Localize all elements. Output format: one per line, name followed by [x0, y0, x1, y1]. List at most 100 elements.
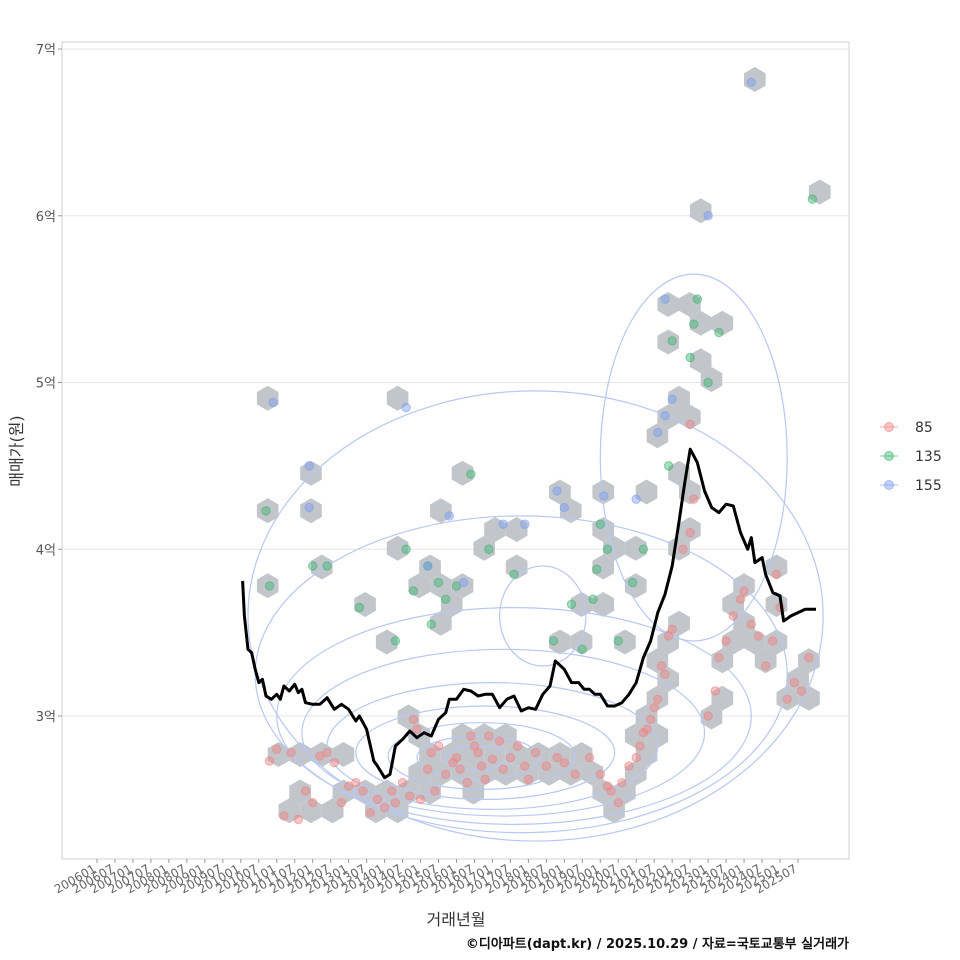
point-85	[746, 619, 756, 629]
point-85	[300, 786, 311, 796]
hexbin-cell	[787, 667, 809, 692]
point-85	[448, 757, 458, 768]
scatter-points	[261, 77, 818, 825]
legend-key-dot	[884, 422, 894, 432]
point-155	[498, 519, 508, 529]
point-155	[268, 397, 278, 408]
y-axis-title: 매매가(원)	[7, 415, 26, 486]
point-135	[689, 319, 699, 329]
point-85	[703, 711, 713, 721]
hexbin-cell	[603, 798, 625, 824]
point-135	[595, 519, 605, 529]
point-135	[426, 619, 437, 629]
point-85	[462, 778, 472, 788]
y-tick-label: 6억	[36, 210, 56, 225]
hexbin-cell	[505, 742, 528, 767]
hexbin-cell	[798, 648, 820, 674]
density-contour	[301, 648, 706, 817]
point-85	[455, 764, 465, 775]
hexbin-cell	[646, 423, 669, 449]
hexbin-cell	[657, 292, 679, 317]
point-135	[390, 636, 401, 646]
hexbin-cell	[798, 685, 820, 711]
point-85	[649, 702, 659, 713]
point-135	[401, 544, 411, 554]
point-135	[667, 336, 677, 346]
hexbin-cell	[419, 742, 441, 767]
point-85	[656, 661, 667, 671]
point-85	[264, 756, 275, 766]
legend-key-dot	[884, 480, 894, 490]
y-tick-label: 4억	[36, 543, 56, 558]
point-85	[426, 747, 437, 758]
point-85	[430, 786, 440, 796]
hexbin-cell	[300, 460, 322, 486]
hexbin-cell	[754, 648, 777, 674]
density-contour	[599, 273, 788, 642]
point-85	[771, 569, 782, 579]
point-85	[804, 652, 814, 663]
point-135	[566, 599, 577, 609]
point-155	[667, 394, 677, 404]
point-155	[746, 77, 756, 88]
hexbin-cell	[549, 629, 571, 655]
point-85	[631, 752, 641, 763]
point-85	[721, 636, 731, 646]
point-135	[685, 352, 695, 363]
hexbin-cell	[646, 648, 669, 674]
hexbin-cell	[256, 385, 279, 411]
point-85	[523, 774, 534, 785]
point-85	[685, 527, 695, 538]
point-135	[627, 577, 638, 588]
point-155	[660, 411, 670, 421]
point-85	[635, 741, 645, 751]
point-135	[433, 577, 444, 588]
point-85	[484, 731, 494, 741]
point-85	[307, 798, 318, 808]
point-135	[577, 644, 588, 654]
x-axis-title: 거래년월	[427, 910, 486, 929]
hexbin-cell	[495, 723, 517, 749]
density-contour	[326, 682, 659, 810]
hexbin-cell	[505, 517, 528, 542]
point-85	[433, 741, 444, 751]
hexbin-cell	[430, 498, 452, 524]
point-85	[685, 419, 695, 429]
point-85	[541, 761, 552, 771]
point-135	[354, 602, 365, 613]
point-85	[286, 747, 296, 758]
hexbin-cell	[570, 592, 593, 617]
legend-label: 135	[915, 449, 942, 465]
point-85	[441, 769, 451, 780]
point-85	[559, 757, 570, 768]
hexbin-cell	[321, 798, 344, 824]
point-85	[753, 631, 764, 641]
hexbin-cell	[603, 535, 625, 561]
hexbin-cell	[430, 760, 452, 786]
point-85	[613, 798, 623, 808]
point-85	[473, 747, 483, 758]
point-85	[653, 694, 663, 705]
point-85	[782, 694, 792, 705]
point-85	[487, 754, 498, 765]
hexbin-cell	[473, 535, 495, 561]
point-135	[588, 594, 598, 604]
hexbin-cell	[722, 592, 744, 617]
hexbin-cell	[808, 179, 831, 205]
point-85	[379, 803, 390, 813]
density-contour	[387, 722, 576, 790]
point-85	[423, 764, 433, 775]
point-135	[408, 586, 419, 596]
hexbin-cell	[722, 629, 744, 655]
point-85	[796, 686, 807, 696]
source-caption: ©디아파트(dapt.kr) / 2025.10.29 / 자료=국토교통부 실…	[466, 936, 849, 952]
point-85	[617, 778, 627, 788]
hexbin-cell	[646, 685, 669, 711]
point-85	[606, 786, 616, 796]
hexbin-cell	[700, 704, 723, 730]
hexbin-cell	[592, 592, 615, 617]
point-135	[591, 564, 602, 574]
point-155	[660, 294, 670, 304]
trend-line	[241, 447, 816, 780]
point-155	[520, 519, 530, 529]
